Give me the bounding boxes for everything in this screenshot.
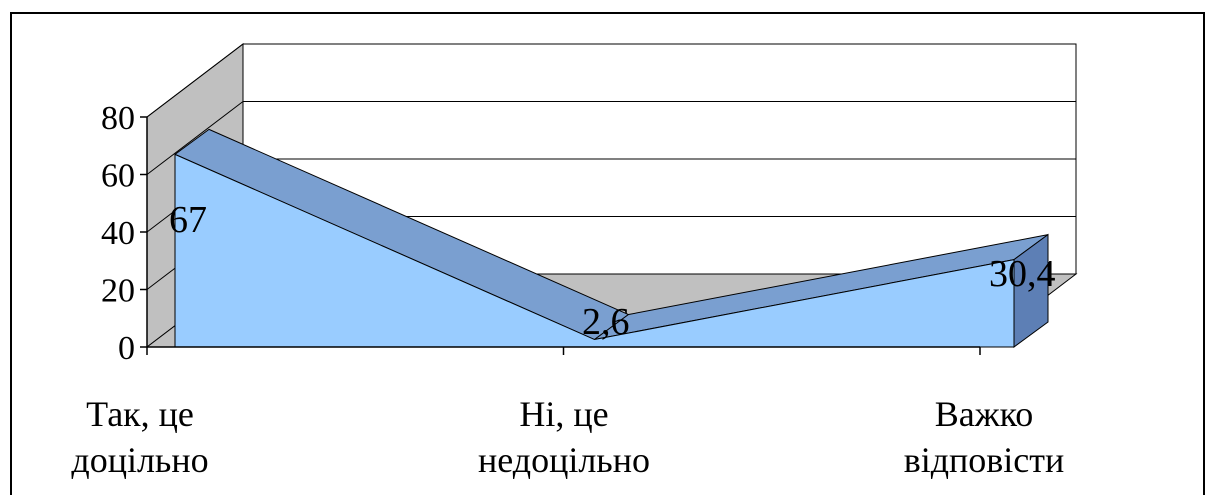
x-category-label-line1: Так, це xyxy=(86,394,194,434)
y-tick-label: 40 xyxy=(101,215,135,252)
data-label: 2,6 xyxy=(582,301,630,343)
axes xyxy=(140,116,981,355)
x-category-label-line1: Ні, це xyxy=(519,394,608,434)
gridline-side xyxy=(146,101,244,175)
y-tick-label: 60 xyxy=(101,158,135,195)
y-tick-label: 80 xyxy=(101,100,135,137)
y-tick-labels: 0 20 40 60 80 xyxy=(101,100,135,367)
x-tick-labels: Так, це доцільно Ні, це недоцільно Важко відп… xyxy=(71,394,1064,480)
y-tick-label: 0 xyxy=(118,330,135,367)
data-label: 67 xyxy=(169,199,207,241)
series-area xyxy=(174,128,1049,348)
data-labels: 67 2,6 30,4 xyxy=(169,199,1056,343)
x-category-label-line1: Важко xyxy=(935,394,1034,434)
x-category-label-line2: доцільно xyxy=(71,440,208,480)
y-tick-label: 20 xyxy=(101,273,135,310)
gridline-side xyxy=(146,43,244,118)
chart-frame: 0 20 40 60 80 Так, це доцільно Ні, це недоцільн… xyxy=(10,12,1205,495)
data-label: 30,4 xyxy=(989,253,1056,295)
x-category-label-line2: недоцільно xyxy=(478,440,650,480)
x-category-label-line2: відповісти xyxy=(904,440,1065,480)
area-chart-3d: 0 20 40 60 80 Так, це доцільно Ні, це недоцільн… xyxy=(71,42,1078,480)
